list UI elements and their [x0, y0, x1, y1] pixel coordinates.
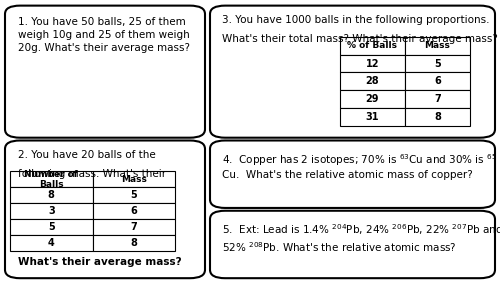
- Text: % of Balls: % of Balls: [348, 41, 398, 50]
- Bar: [340, 37, 405, 55]
- Text: 3. You have 1000 balls in the following proportions.: 3. You have 1000 balls in the following …: [222, 15, 490, 26]
- Bar: [92, 219, 175, 235]
- Text: 4: 4: [48, 239, 54, 248]
- Text: What's their average mass?: What's their average mass?: [18, 257, 181, 267]
- FancyBboxPatch shape: [210, 140, 495, 208]
- Text: following mass. What's their: following mass. What's their: [18, 169, 166, 179]
- Bar: [10, 203, 92, 219]
- Text: 5: 5: [130, 191, 137, 200]
- Text: 3: 3: [48, 207, 54, 216]
- Text: 8: 8: [48, 191, 54, 200]
- FancyBboxPatch shape: [5, 6, 205, 138]
- Text: What's their total mass? What's their average mass?: What's their total mass? What's their av…: [222, 34, 498, 44]
- Bar: [92, 203, 175, 219]
- Bar: [10, 219, 92, 235]
- Text: 29: 29: [366, 94, 379, 105]
- Bar: [10, 171, 92, 187]
- Text: Mass: Mass: [121, 175, 146, 184]
- Bar: [92, 171, 175, 187]
- Text: Cu.  What's the relative atomic mass of copper?: Cu. What's the relative atomic mass of c…: [222, 170, 473, 180]
- Text: 28: 28: [366, 76, 380, 87]
- Text: 31: 31: [366, 112, 379, 123]
- Bar: [405, 108, 470, 126]
- Text: 52% $^{208}$Pb. What's the relative atomic mass?: 52% $^{208}$Pb. What's the relative atom…: [222, 240, 457, 254]
- Text: 7: 7: [434, 94, 441, 105]
- Text: 8: 8: [434, 112, 441, 123]
- Bar: [92, 235, 175, 251]
- Bar: [340, 72, 405, 90]
- Bar: [405, 37, 470, 55]
- Bar: [405, 72, 470, 90]
- Text: 5.  Ext: Lead is 1.4% $^{204}$Pb, 24% $^{206}$Pb, 22% $^{207}$Pb and: 5. Ext: Lead is 1.4% $^{204}$Pb, 24% $^{…: [222, 222, 500, 237]
- Text: 8: 8: [130, 239, 137, 248]
- FancyBboxPatch shape: [210, 6, 495, 138]
- Text: Number of
Balls: Number of Balls: [24, 170, 78, 189]
- FancyBboxPatch shape: [210, 211, 495, 278]
- Text: 6: 6: [434, 76, 441, 87]
- Text: 6: 6: [130, 207, 137, 216]
- Text: 2. You have 20 balls of the: 2. You have 20 balls of the: [18, 150, 155, 160]
- Bar: [340, 55, 405, 72]
- Text: 5: 5: [48, 223, 54, 232]
- Bar: [92, 187, 175, 203]
- Text: 4.  Copper has 2 isotopes; 70% is $^{63}$Cu and 30% is $^{65}$: 4. Copper has 2 isotopes; 70% is $^{63}$…: [222, 152, 498, 167]
- Text: 7: 7: [130, 223, 137, 232]
- Bar: [405, 55, 470, 72]
- Text: 12: 12: [366, 58, 379, 69]
- Bar: [340, 108, 405, 126]
- Bar: [405, 90, 470, 108]
- Text: Mass: Mass: [424, 41, 450, 50]
- Bar: [340, 90, 405, 108]
- Text: 1. You have 50 balls, 25 of them
weigh 10g and 25 of them weigh
20g. What's thei: 1. You have 50 balls, 25 of them weigh 1…: [18, 17, 190, 53]
- FancyBboxPatch shape: [5, 140, 205, 278]
- Bar: [10, 235, 92, 251]
- Text: 5: 5: [434, 58, 441, 69]
- Bar: [10, 187, 92, 203]
